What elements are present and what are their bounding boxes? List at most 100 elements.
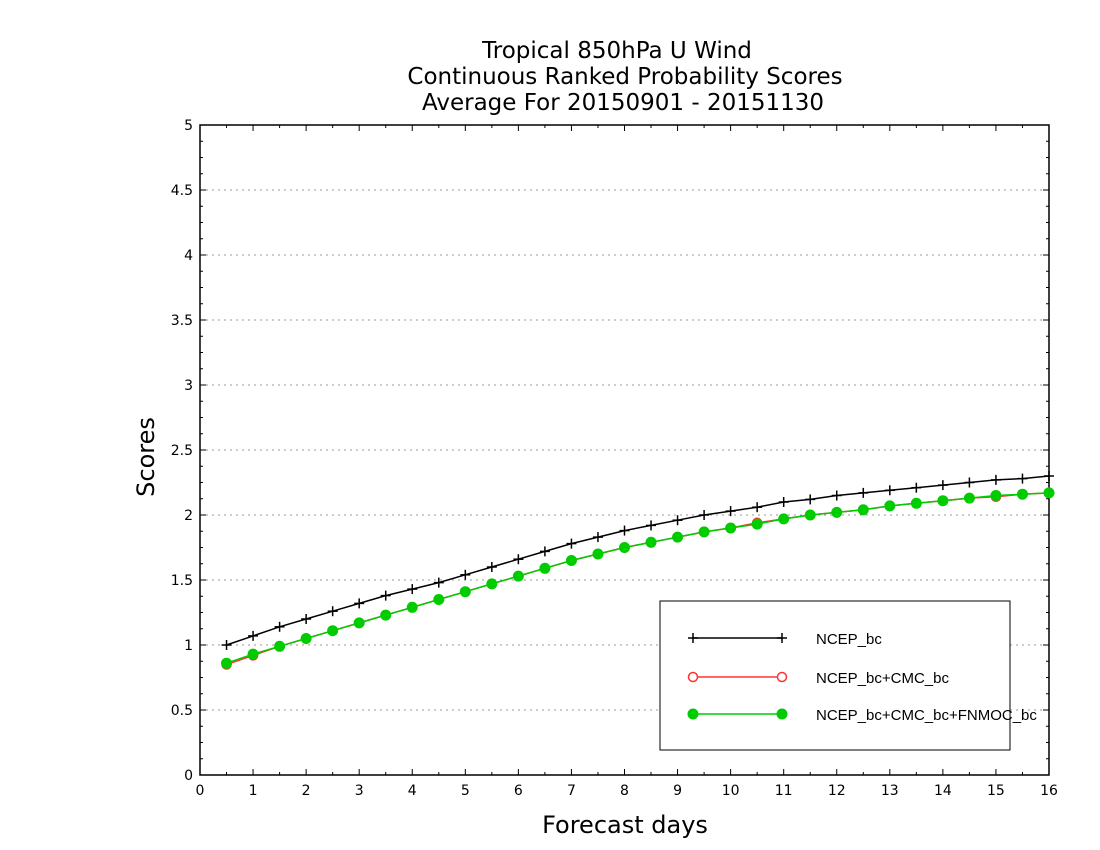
data-point	[513, 554, 524, 565]
legend-marker	[687, 708, 699, 720]
data-point	[831, 490, 842, 501]
series-ncep-bc	[221, 471, 1054, 650]
data-point	[884, 500, 896, 512]
x-tick-label: 5	[461, 783, 470, 799]
x-tick-label: 3	[355, 783, 364, 799]
data-point	[805, 494, 816, 505]
x-tick-label: 7	[567, 783, 576, 799]
data-point	[964, 477, 975, 488]
data-point	[512, 570, 524, 582]
data-point	[565, 555, 577, 566]
data-point	[858, 487, 869, 498]
data-point	[778, 497, 789, 507]
data-point	[539, 562, 551, 574]
data-point	[699, 510, 710, 520]
y-tick-label: 0.5	[171, 703, 193, 719]
y-tick-label: 1	[184, 638, 193, 654]
data-point	[406, 601, 418, 613]
series-ncep-bc-cmc-bc-fnmoc-bc	[221, 487, 1055, 669]
legend-box	[659, 600, 1011, 751]
data-point	[990, 474, 1001, 485]
data-point	[910, 497, 922, 509]
y-tick-label: 1.5	[171, 573, 193, 589]
x-tick-label: 14	[934, 783, 952, 799]
legend-label: NCEP_bc+CMC_bc+FNMOC_bc	[816, 707, 1037, 724]
x-tick-label: 0	[196, 783, 205, 799]
legend: NCEP_bc NCEP_bc+CMC_bc NCEP_bc+CMC_bc+FNMO…	[659, 600, 1037, 751]
data-point	[672, 515, 683, 526]
data-point	[831, 506, 843, 518]
data-point	[937, 480, 948, 491]
x-tick-label: 11	[775, 783, 793, 799]
data-point	[248, 630, 259, 641]
data-point	[1043, 487, 1055, 499]
data-point	[459, 586, 471, 598]
x-tick-label: 4	[408, 783, 417, 799]
y-tick-label: 3	[184, 378, 193, 394]
data-point	[646, 520, 657, 531]
data-point	[884, 485, 895, 496]
title-line-1: Tropical 850hPa U Wind	[481, 38, 752, 64]
y-tick-label: 2.5	[171, 443, 193, 459]
data-point	[592, 532, 603, 543]
x-tick-label: 10	[722, 783, 740, 799]
data-point	[486, 562, 497, 572]
data-point	[857, 504, 869, 516]
legend-label: NCEP_bc+CMC_bc	[816, 670, 949, 687]
data-point	[327, 606, 338, 617]
data-point	[619, 525, 630, 536]
data-point	[937, 495, 949, 507]
title-line-3: Average For 20150901 - 20151130	[422, 90, 824, 116]
title-line-2: Continuous Ranked Probability Scores	[407, 64, 842, 90]
data-point	[672, 531, 684, 543]
y-tick-label: 2	[184, 508, 193, 524]
legend-entry-ncep-bc: NCEP_bc	[688, 631, 882, 648]
legend-entry-ncep-bc-cmc-bc: NCEP_bc+CMC_bc	[687, 670, 949, 687]
legend-marker	[687, 671, 699, 683]
x-tick-label: 12	[828, 783, 846, 799]
data-point	[645, 536, 657, 548]
data-point	[301, 614, 312, 624]
data-point	[274, 621, 285, 632]
x-tick-label: 13	[881, 783, 899, 799]
data-point	[725, 522, 737, 534]
x-tick-label: 6	[514, 783, 523, 799]
data-point	[407, 584, 418, 595]
legend-label: NCEP_bc	[816, 631, 882, 648]
data-point	[380, 609, 392, 621]
y-tick-label: 3.5	[171, 313, 193, 329]
x-tick-label: 2	[302, 783, 311, 799]
y-tick-label: 0	[184, 768, 193, 784]
data-point	[433, 577, 444, 588]
data-point	[990, 490, 1002, 501]
x-tick-label: 8	[620, 783, 629, 799]
data-point	[1044, 471, 1054, 481]
data-point	[911, 482, 922, 493]
x-axis-label: Forecast days	[542, 811, 708, 839]
data-point	[778, 513, 790, 525]
x-tick-label: 1	[249, 783, 258, 799]
legend-marker	[776, 671, 788, 683]
data-point	[1016, 488, 1028, 500]
data-point	[963, 492, 975, 504]
y-tick-label: 5	[184, 118, 193, 134]
x-tick-label: 15	[987, 783, 1005, 799]
data-point	[698, 526, 710, 538]
data-point	[592, 548, 604, 560]
data-point	[1017, 473, 1028, 484]
data-point	[380, 590, 391, 601]
data-point	[221, 640, 232, 650]
data-point	[566, 538, 577, 549]
data-point	[353, 617, 365, 629]
x-tick-label: 16	[1040, 783, 1058, 799]
data-point	[433, 594, 445, 605]
axes: 0 1 2 3 4 5 6 7 8 9 10 11 12 13 14 15 1600.511.522.533.5…	[171, 118, 1058, 799]
data-point	[327, 625, 339, 637]
data-point	[539, 546, 550, 557]
data-point	[300, 633, 312, 644]
data-point	[460, 569, 471, 580]
data-point	[725, 506, 736, 517]
legend-entry-ncep-bc-cmc-bc-fnmoc-bc: NCEP_bc+CMC_bc+FNMOC_bc	[687, 707, 1037, 724]
y-axis-label: Scores	[132, 417, 160, 497]
